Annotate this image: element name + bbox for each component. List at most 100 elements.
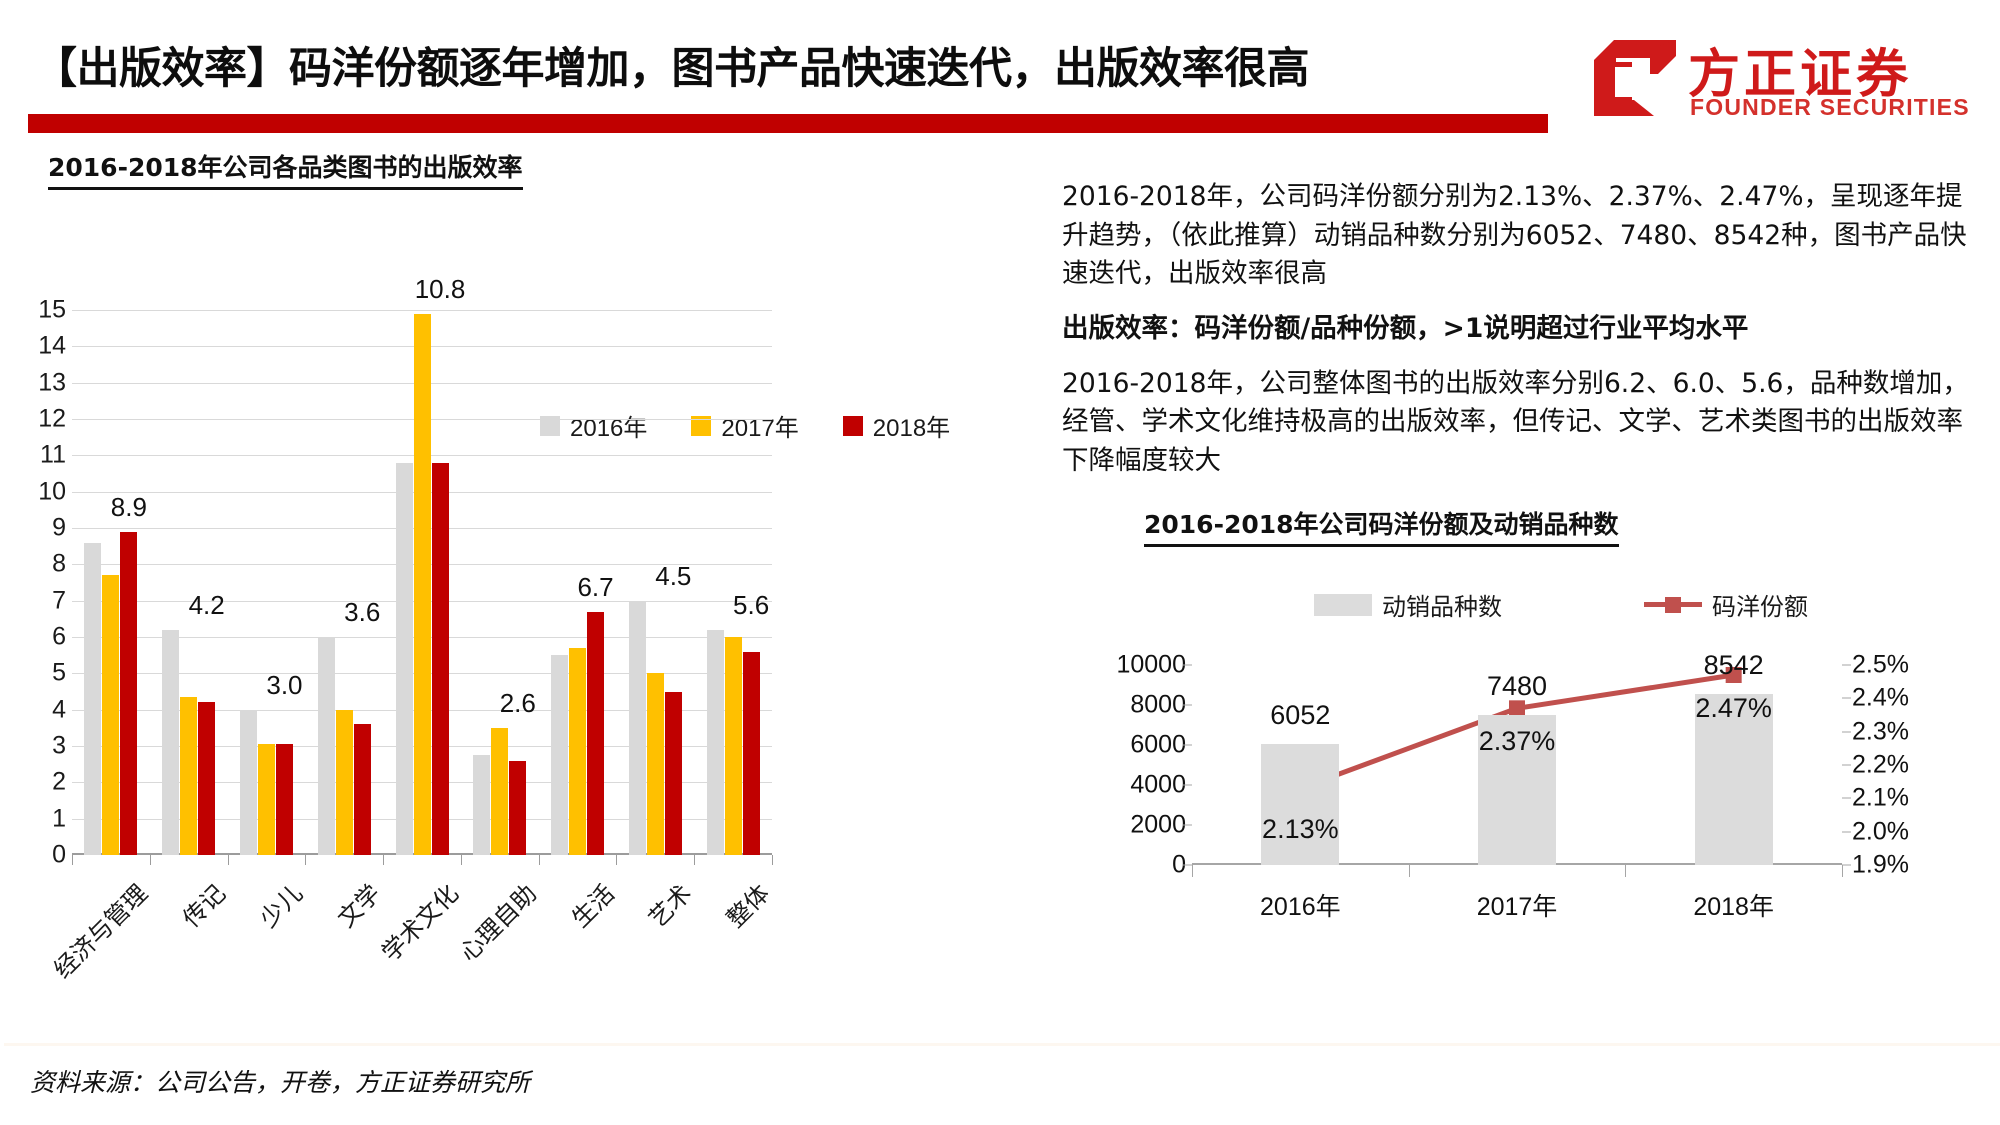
chart1-bar-2017年 [413, 313, 431, 855]
chart1-bar-2018年 [509, 760, 527, 855]
page-title: 【出版效率】码洋份额逐年增加，图书产品快速迭代，出版效率很高 [34, 44, 1310, 94]
chart1-bar-2018年 [664, 691, 682, 855]
chart1-y-tick-label: 8 [52, 549, 66, 578]
chart1-x-tick [227, 855, 229, 865]
chart2-bar [1478, 715, 1556, 865]
chart2-left-tick [1183, 704, 1192, 706]
chart2-line-label: 2.47% [1695, 693, 1772, 723]
chart2-x-tick [1408, 865, 1410, 877]
legend-item-2018: 2018年 [842, 408, 950, 443]
chart1-x-tick [538, 855, 540, 865]
chart1-y-tick-label: 12 [38, 404, 66, 433]
chart2-left-tick-label: 2000 [1130, 810, 1186, 839]
chart2-line-marker [1509, 700, 1525, 717]
page-header: 【出版效率】码洋份额逐年增加，图书产品快速迭代，出版效率很高 方正证券 FOUN… [0, 0, 2000, 133]
legend-item-active-titles: 动销品种数 [1314, 587, 1502, 622]
chart2-bar-label: 7480 [1486, 671, 1548, 702]
chart2-bar [1694, 694, 1773, 865]
chart1-bar-2016年 [84, 542, 102, 855]
chart1-bar-group [628, 310, 682, 855]
chart2-right-tick [1842, 764, 1851, 766]
chart1-x-tick [305, 855, 307, 865]
left-edge-strip [0, 0, 4, 1125]
chart1-bar-2018年 [275, 744, 293, 855]
chart2-right-tick-label: 1.9% [1852, 850, 1909, 879]
chart2-right-tick-label: 2.2% [1852, 750, 1909, 779]
chart1-title: 2016-2018年公司各品类图书的出版效率 [48, 148, 523, 190]
commentary-paragraph-2: 出版效率：码洋份额/品种份额，>1说明超过行业平均水平 [1062, 313, 1749, 345]
chart1-bar-2017年 [646, 673, 664, 855]
chart1-bar-2016年 [317, 637, 335, 855]
chart1-bar-2017年 [180, 696, 198, 855]
chart2-line-label: 2.13% [1262, 814, 1339, 845]
chart1-bar-2016年 [628, 600, 646, 855]
chart1-y-tick-label: 3 [52, 731, 66, 760]
chart1-bar-group [84, 310, 138, 855]
chart1-bar-2017年 [569, 647, 587, 855]
chart2-right-tick-label: 2.3% [1852, 717, 1909, 746]
chart2-left-tick-label: 0 [1172, 850, 1186, 879]
chart1-data-label: 8.9 [110, 491, 147, 522]
chart1-bar-2018年 [353, 724, 371, 855]
chart1-bar-2017年 [491, 727, 509, 855]
legend-swatch-2018 [842, 415, 863, 436]
chart2-x-tick [1192, 865, 1193, 877]
chart2-right-tick-label: 2.5% [1852, 650, 1909, 679]
chart1-y-tick-label: 1 [52, 804, 66, 833]
chart1-bar-2017年 [724, 637, 742, 855]
chart1-bar-2016年 [473, 755, 491, 855]
chart2-x-tick [1625, 865, 1627, 877]
chart1-y-tick-label: 0 [52, 840, 66, 869]
chart1-data-label: 3.6 [344, 597, 381, 627]
chart1-bar-group [551, 310, 605, 855]
chart1-bar-2018年 [587, 611, 605, 855]
chart1-y-tick-label: 5 [52, 658, 66, 687]
chart1-y-tick-label: 4 [52, 695, 66, 724]
chart1-x-tick [694, 855, 696, 865]
chart2-left-tick [1183, 664, 1192, 666]
legend-swatch-active-titles [1314, 593, 1372, 616]
commentary-column: 2016-2018年，公司码洋份额分别为2.13%、2.37%、2.47%，呈现… [1062, 178, 1972, 497]
chart1-plot-area: 0 1 2 3 4 5 6 7 8 9 10 11 12 13 14 15 8.9 经济与管理 4.2 传记 3.0 少儿… [38, 274, 775, 984]
chart1-data-label: 2.6 [499, 687, 536, 718]
chart2-right-tick [1842, 731, 1851, 733]
chart1-bar-group [162, 310, 216, 855]
chart1-bar-2017年 [335, 709, 353, 855]
chart1-bar-2016年 [162, 629, 180, 855]
chart1-x-tick [772, 855, 773, 865]
chart2-left-tick-label: 4000 [1130, 770, 1186, 799]
chart1-bar-2018年 [742, 651, 760, 855]
logo-english-name: FOUNDER SECURITIES [1690, 94, 1970, 120]
header-accent-rule [28, 114, 1548, 133]
chart2-bar-label: 8542 [1703, 650, 1764, 681]
footer-divider [0, 1043, 2000, 1046]
chart2-plot-area: 0 2000 4000 6000 8000 10000 1.9% 2.0% 2.1% 2.2% 2.… [1116, 650, 1909, 921]
chart1-bar-group [706, 310, 760, 855]
chart1-bar-2016年 [551, 655, 569, 855]
chart1-bar-2018年 [120, 531, 138, 855]
chart1-bar-group [395, 310, 449, 855]
chart1-y-tick-label: 7 [52, 586, 66, 615]
chart2-right-tick-label: 2.0% [1852, 817, 1909, 846]
chart1-x-tick [616, 855, 618, 865]
chart1-bar-2016年 [395, 462, 413, 855]
chart1-bar-group [317, 310, 371, 855]
chart1-y-tick-label: 15 [38, 295, 66, 324]
chart2-left-tick [1183, 864, 1192, 866]
chart1-y-tick-label: 6 [52, 622, 66, 651]
chart2-right-tick [1842, 797, 1851, 799]
source-note: 资料来源：公司公告，开卷，方正证券研究所 [30, 1068, 531, 1097]
chart2-left-tick-label: 8000 [1130, 690, 1186, 719]
chart2-line-label: 2.37% [1478, 726, 1556, 757]
legend-item-code-share: 码洋份额 [1644, 587, 1808, 622]
chart1-x-tick [149, 855, 151, 865]
chart2-bar-label: 6052 [1270, 699, 1331, 730]
legend-label-active-titles: 动销品种数 [1382, 594, 1502, 621]
legend-swatch-2017 [691, 415, 712, 436]
chart2-x-tick-label: 2018年 [1693, 893, 1774, 921]
chart1-data-label: 10.8 [414, 273, 466, 304]
chart2-left-tick-label: 10000 [1116, 650, 1186, 679]
chart1-bar-2016年 [706, 629, 724, 855]
chart1-y-tick-label: 13 [38, 368, 66, 397]
chart1-bar-2017年 [257, 744, 275, 855]
